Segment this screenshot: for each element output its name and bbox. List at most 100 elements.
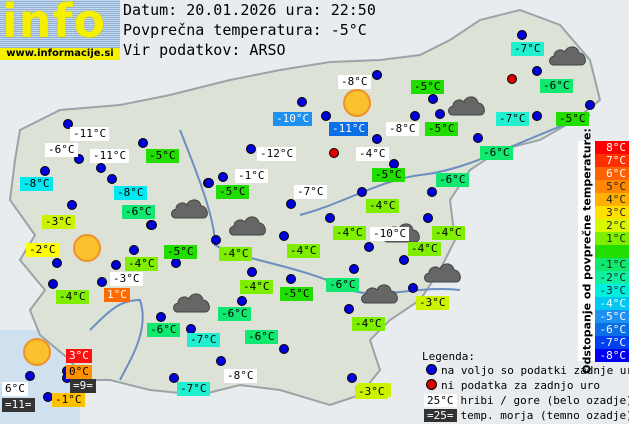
station-dot[interactable] <box>237 296 247 306</box>
station-dot[interactable] <box>247 267 257 277</box>
temperature-label[interactable]: -12°C <box>257 147 297 161</box>
logo[interactable]: info www.informacije.si <box>0 0 120 60</box>
temperature-label[interactable]: -4°C <box>333 226 366 240</box>
station-dot[interactable] <box>349 264 359 274</box>
station-dot[interactable] <box>347 373 357 383</box>
station-dot[interactable] <box>408 283 418 293</box>
temperature-label[interactable]: -11°C <box>90 149 130 163</box>
station-dot[interactable] <box>216 356 226 366</box>
temperature-label[interactable]: -5°C <box>280 287 313 301</box>
station-dot-missing[interactable] <box>329 148 339 158</box>
temperature-label[interactable]: -3°C <box>42 215 75 229</box>
station-dot[interactable] <box>129 245 139 255</box>
temperature-label[interactable]: =9= <box>70 379 96 393</box>
station-dot[interactable] <box>364 242 374 252</box>
station-dot[interactable] <box>427 187 437 197</box>
temperature-label[interactable]: -5°C <box>372 168 405 182</box>
temperature-label[interactable]: -2°C <box>26 243 59 257</box>
station-dot[interactable] <box>211 235 221 245</box>
temperature-label[interactable]: -1°C <box>235 169 268 183</box>
station-dot[interactable] <box>473 133 483 143</box>
station-dot[interactable] <box>532 111 542 121</box>
station-dot[interactable] <box>52 258 62 268</box>
temperature-label[interactable]: 3°C <box>66 349 92 363</box>
station-dot[interactable] <box>585 100 595 110</box>
station-dot[interactable] <box>410 111 420 121</box>
station-dot[interactable] <box>107 174 117 184</box>
temperature-label[interactable]: 6°C <box>2 382 28 396</box>
temperature-label[interactable]: -7°C <box>294 185 327 199</box>
temperature-label[interactable]: -7°C <box>187 333 220 347</box>
temperature-label[interactable]: -8°C <box>20 177 53 191</box>
temperature-label[interactable]: -7°C <box>496 112 529 126</box>
station-dot[interactable] <box>111 260 121 270</box>
temperature-label[interactable]: -5°C <box>411 80 444 94</box>
temperature-label[interactable]: =11= <box>2 398 35 412</box>
temperature-label[interactable]: 1°C <box>104 288 130 302</box>
station-dot[interactable] <box>357 187 367 197</box>
station-dot[interactable] <box>297 97 307 107</box>
station-dot[interactable] <box>97 277 107 287</box>
station-dot[interactable] <box>344 304 354 314</box>
temperature-label[interactable]: -7°C <box>511 42 544 56</box>
station-dot[interactable] <box>325 213 335 223</box>
temperature-label[interactable]: -4°C <box>356 147 389 161</box>
temperature-label[interactable]: -5°C <box>556 112 589 126</box>
station-dot[interactable] <box>279 231 289 241</box>
station-dot[interactable] <box>147 220 157 230</box>
temperature-label[interactable]: 0°C <box>66 365 92 379</box>
station-dot[interactable] <box>48 279 58 289</box>
station-dot[interactable] <box>399 255 409 265</box>
station-dot[interactable] <box>286 274 296 284</box>
station-dot[interactable] <box>25 371 35 381</box>
temperature-label[interactable]: -4°C <box>408 242 441 256</box>
station-dot[interactable] <box>517 30 527 40</box>
station-dot[interactable] <box>40 166 50 176</box>
temperature-label[interactable]: -8°C <box>224 369 257 383</box>
temperature-label[interactable]: -8°C <box>386 122 419 136</box>
station-dot[interactable] <box>171 258 181 268</box>
station-dot[interactable] <box>74 154 84 164</box>
station-dot[interactable] <box>218 172 228 182</box>
station-dot[interactable] <box>156 312 166 322</box>
temperature-label[interactable]: -3°C <box>416 296 449 310</box>
station-dot[interactable] <box>169 373 179 383</box>
temperature-label[interactable]: -4°C <box>219 247 252 261</box>
station-dot[interactable] <box>67 200 77 210</box>
temperature-label[interactable]: -6°C <box>326 278 359 292</box>
temperature-label[interactable]: -8°C <box>114 186 147 200</box>
temperature-label[interactable]: -7°C <box>177 382 210 396</box>
temperature-label[interactable]: -4°C <box>240 280 273 294</box>
station-dot[interactable] <box>279 344 289 354</box>
temperature-label[interactable]: -6°C <box>122 205 155 219</box>
temperature-label[interactable]: -4°C <box>125 257 158 271</box>
temperature-label[interactable]: -11°C <box>70 127 110 141</box>
station-dot[interactable] <box>372 70 382 80</box>
station-dot[interactable] <box>138 138 148 148</box>
temperature-label[interactable]: -6°C <box>540 79 573 93</box>
temperature-label[interactable]: -4°C <box>352 317 385 331</box>
station-dot[interactable] <box>96 163 106 173</box>
temperature-label[interactable]: -6°C <box>480 146 513 160</box>
temperature-label[interactable]: -5°C <box>425 122 458 136</box>
temperature-label[interactable]: -6°C <box>245 330 278 344</box>
temperature-label[interactable]: -10°C <box>370 227 410 241</box>
station-dot[interactable] <box>286 199 296 209</box>
temperature-label[interactable]: -6°C <box>45 143 78 157</box>
station-dot[interactable] <box>372 134 382 144</box>
temperature-label[interactable]: -4°C <box>287 244 320 258</box>
temperature-label[interactable]: -4°C <box>366 199 399 213</box>
temperature-label[interactable]: -10°C <box>273 112 313 126</box>
temperature-label[interactable]: -5°C <box>164 245 197 259</box>
station-dot[interactable] <box>423 213 433 223</box>
temperature-label[interactable]: -4°C <box>432 226 465 240</box>
station-dot[interactable] <box>246 144 256 154</box>
station-dot[interactable] <box>321 111 331 121</box>
station-dot[interactable] <box>204 178 214 188</box>
station-dot[interactable] <box>428 94 438 104</box>
temperature-label[interactable]: -6°C <box>147 323 180 337</box>
temperature-label[interactable]: -6°C <box>436 173 469 187</box>
temperature-label[interactable]: -3°C <box>110 272 143 286</box>
station-dot[interactable] <box>532 66 542 76</box>
temperature-label[interactable]: -1°C <box>52 393 85 407</box>
